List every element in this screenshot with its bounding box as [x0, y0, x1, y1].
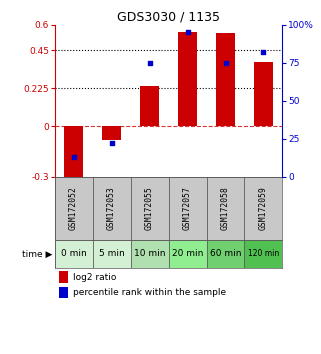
Point [109, 141, 114, 146]
Text: 0 min: 0 min [61, 250, 86, 258]
Text: 5 min: 5 min [99, 250, 125, 258]
Text: percentile rank within the sample: percentile rank within the sample [73, 288, 226, 297]
Bar [169, 177, 206, 240]
Bar [55, 177, 92, 240]
Text: GSM172055: GSM172055 [145, 187, 154, 230]
Point [223, 60, 228, 65]
Bar [55, 240, 92, 268]
Bar [59, 271, 68, 283]
Text: 20 min: 20 min [172, 250, 203, 258]
Point [147, 60, 152, 65]
Bar [131, 177, 169, 240]
Bar [245, 240, 282, 268]
Text: log2 ratio: log2 ratio [73, 273, 116, 281]
Point [261, 49, 266, 55]
Bar [206, 177, 245, 240]
Text: time ▶: time ▶ [22, 250, 53, 258]
Text: 60 min: 60 min [210, 250, 241, 258]
Point [185, 29, 190, 35]
Point [71, 154, 76, 160]
Bar [206, 240, 245, 268]
Bar [216, 33, 235, 126]
Bar [169, 240, 206, 268]
Bar [92, 240, 131, 268]
Bar [140, 86, 159, 126]
Bar [178, 32, 197, 126]
Title: GDS3030 / 1135: GDS3030 / 1135 [117, 11, 220, 24]
Text: GSM172058: GSM172058 [221, 187, 230, 230]
Bar [245, 177, 282, 240]
Bar [254, 62, 273, 126]
Bar [92, 177, 131, 240]
Text: 120 min: 120 min [248, 250, 279, 258]
Bar [131, 240, 169, 268]
Bar [64, 126, 83, 182]
Text: GSM172059: GSM172059 [259, 187, 268, 230]
Bar [102, 126, 121, 139]
Text: GSM172052: GSM172052 [69, 187, 78, 230]
Text: GSM172053: GSM172053 [107, 187, 116, 230]
Text: GSM172057: GSM172057 [183, 187, 192, 230]
Bar [59, 287, 68, 298]
Text: 10 min: 10 min [134, 250, 165, 258]
